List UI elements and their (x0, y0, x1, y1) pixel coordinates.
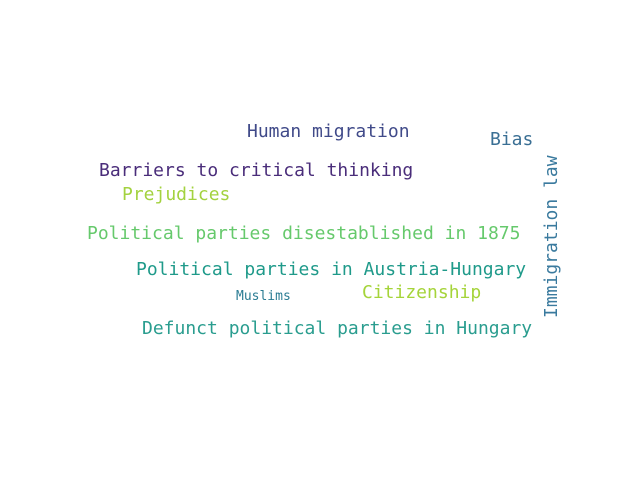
word-barriers-to-critical-thinking: Barriers to critical thinking (99, 160, 414, 181)
word-political-parties-disestablished-1875: Political parties disestablished in 1875 (87, 223, 521, 244)
word-defunct-political-parties-hungary: Defunct political parties in Hungary (142, 318, 533, 339)
word-muslims: Muslims (236, 289, 291, 304)
word-political-parties-austria-hungary: Political parties in Austria-Hungary (136, 259, 527, 280)
word-human-migration: Human migration (247, 121, 410, 142)
word-citizenship: Citizenship (362, 282, 482, 303)
word-prejudices: Prejudices (122, 184, 231, 205)
word-immigration-law: Immigration law (541, 155, 562, 318)
word-bias: Bias (490, 129, 534, 150)
